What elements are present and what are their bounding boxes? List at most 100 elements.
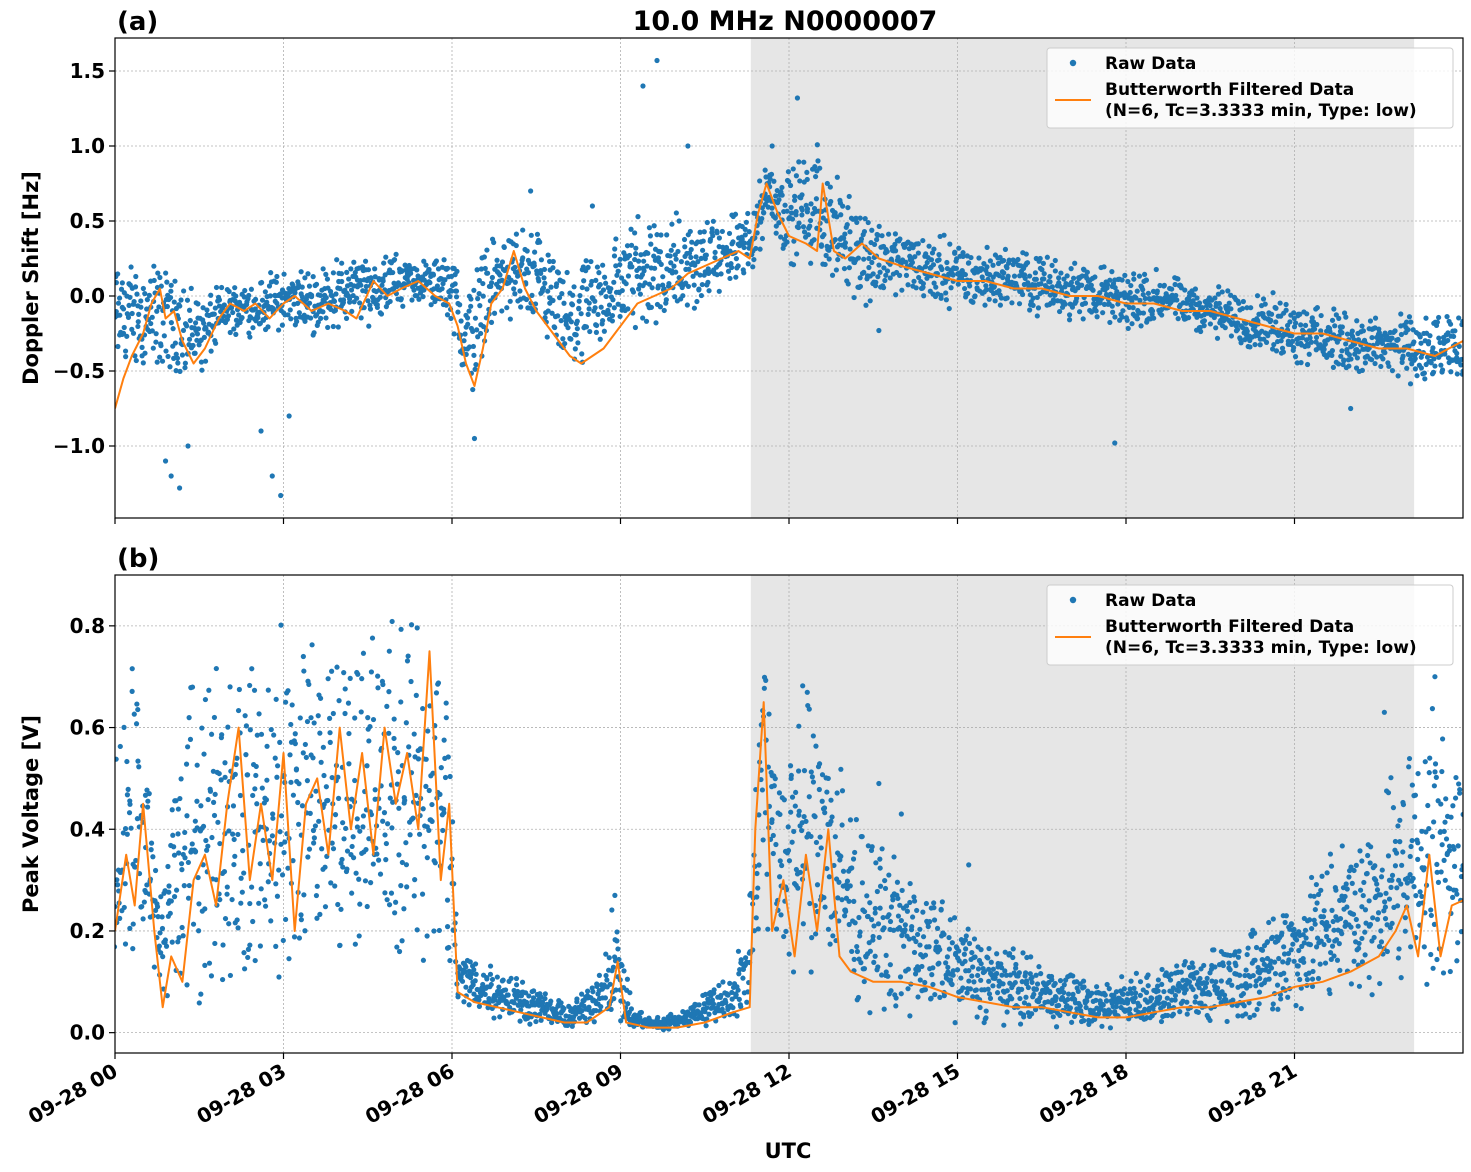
- raw-data-point: [363, 259, 368, 264]
- raw-data-point: [1204, 980, 1209, 985]
- raw-data-point: [700, 248, 705, 253]
- panel-label-a: (a): [117, 7, 158, 37]
- raw-data-point: [389, 891, 394, 896]
- raw-data-point: [921, 934, 926, 939]
- raw-data-point: [1089, 283, 1094, 288]
- raw-data-point: [773, 842, 778, 847]
- raw-data-point: [1435, 320, 1440, 325]
- raw-data-point: [985, 245, 990, 250]
- raw-data-point: [590, 989, 595, 994]
- raw-data-point: [141, 916, 146, 921]
- raw-data-point: [309, 642, 314, 647]
- raw-data-point: [1027, 273, 1032, 278]
- raw-data-point: [812, 237, 817, 242]
- raw-data-point: [1020, 950, 1025, 955]
- raw-data-point: [1182, 287, 1187, 292]
- raw-data-point: [801, 160, 806, 165]
- raw-data-point: [275, 763, 280, 768]
- raw-data-point: [854, 817, 859, 822]
- raw-data-point: [1038, 281, 1043, 286]
- raw-data-point: [1212, 964, 1217, 969]
- raw-data-point: [870, 934, 875, 939]
- raw-data-point: [1034, 277, 1039, 282]
- raw-data-point: [581, 278, 586, 283]
- raw-data-point: [127, 802, 132, 807]
- raw-data-point: [398, 627, 403, 632]
- raw-data-point: [193, 351, 198, 356]
- raw-data-point: [442, 738, 447, 743]
- raw-data-point: [1448, 322, 1453, 327]
- raw-data-point: [677, 218, 682, 223]
- raw-data-point: [873, 910, 878, 915]
- raw-data-point: [1247, 983, 1252, 988]
- raw-data-point: [761, 210, 766, 215]
- raw-data-point: [453, 281, 458, 286]
- raw-data-point: [1176, 316, 1181, 321]
- raw-data-point: [1208, 303, 1213, 308]
- raw-data-point: [344, 867, 349, 872]
- raw-data-point: [917, 927, 922, 932]
- raw-data-point: [958, 975, 963, 980]
- raw-data-point: [161, 320, 166, 325]
- raw-data-point: [152, 278, 157, 283]
- raw-data-point: [983, 1015, 988, 1020]
- raw-data-point: [134, 292, 139, 297]
- raw-data-point: [278, 829, 283, 834]
- raw-data-point: [259, 732, 264, 737]
- raw-data-point: [332, 824, 337, 829]
- raw-data-point: [408, 271, 413, 276]
- raw-data-point: [536, 278, 541, 283]
- raw-data-point: [323, 272, 328, 277]
- raw-data-point: [897, 273, 902, 278]
- raw-data-point: [963, 272, 968, 277]
- raw-data-point: [593, 305, 598, 310]
- raw-data-point: [222, 869, 227, 874]
- raw-data-point: [201, 751, 206, 756]
- raw-data-point: [437, 792, 442, 797]
- raw-data-point: [633, 246, 638, 251]
- raw-data-point: [1004, 265, 1009, 270]
- raw-data-point: [1336, 361, 1341, 366]
- raw-data-point: [249, 666, 254, 671]
- raw-data-point: [1036, 305, 1041, 310]
- raw-data-point: [1128, 290, 1133, 295]
- raw-data-point: [1222, 993, 1227, 998]
- raw-data-point: [1278, 300, 1283, 305]
- raw-data-point: [550, 298, 555, 303]
- raw-data-point: [610, 297, 615, 302]
- raw-data-point: [224, 892, 229, 897]
- raw-data-point: [813, 931, 818, 936]
- raw-data-point: [846, 281, 851, 286]
- raw-data-point: [1227, 978, 1232, 983]
- raw-data-point: [1368, 318, 1373, 323]
- raw-data-point: [177, 796, 182, 801]
- raw-data-point: [485, 271, 490, 276]
- raw-data-point: [313, 823, 318, 828]
- raw-data-point: [849, 949, 854, 954]
- raw-data-point: [324, 784, 329, 789]
- raw-data-point: [1101, 264, 1106, 269]
- raw-data-point: [1229, 333, 1234, 338]
- raw-data-point: [250, 793, 255, 798]
- raw-data-point: [163, 348, 168, 353]
- raw-data-point: [115, 271, 120, 276]
- raw-data-point: [281, 850, 286, 855]
- raw-data-point: [273, 756, 278, 761]
- raw-data-point: [434, 690, 439, 695]
- raw-data-point: [305, 778, 310, 783]
- raw-data-point: [312, 720, 317, 725]
- raw-data-point: [1081, 316, 1086, 321]
- raw-data-point: [908, 881, 913, 886]
- raw-data-point: [338, 907, 343, 912]
- raw-data-point: [241, 870, 246, 875]
- raw-data-point: [633, 325, 638, 330]
- raw-data-point: [943, 290, 948, 295]
- raw-data-point: [962, 952, 967, 957]
- raw-data-point: [115, 882, 120, 887]
- raw-data-point: [323, 315, 328, 320]
- raw-data-point: [425, 855, 430, 860]
- raw-data-point: [1211, 947, 1216, 952]
- raw-data-point: [269, 727, 274, 732]
- raw-data-point: [1229, 983, 1234, 988]
- raw-data-point: [196, 326, 201, 331]
